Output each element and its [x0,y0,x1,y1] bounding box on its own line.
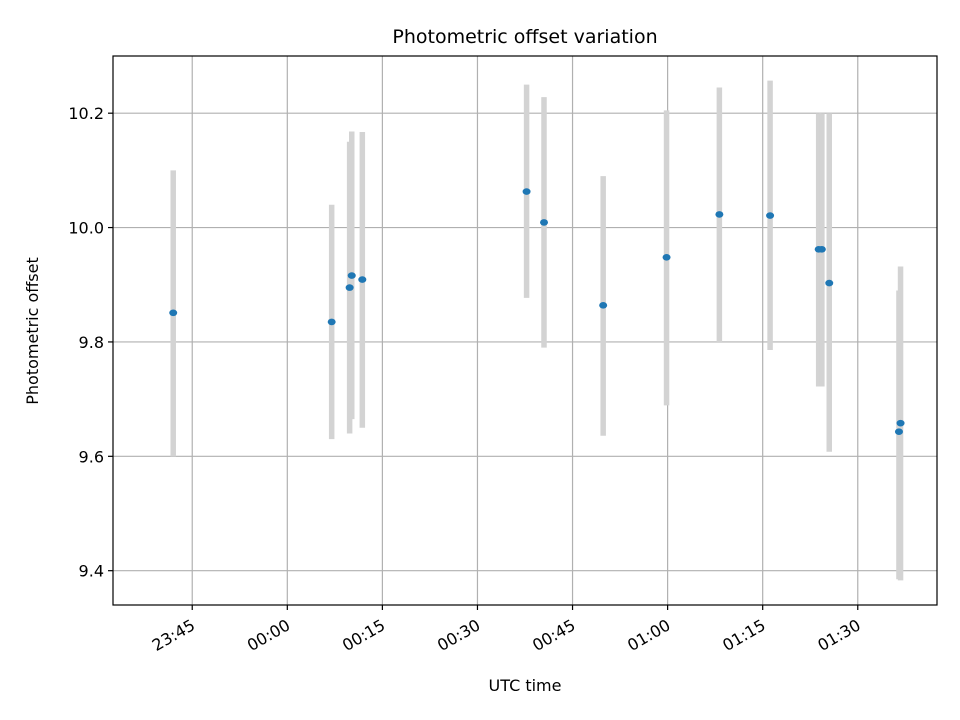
y-axis-label: Photometric offset [23,257,42,405]
data-point [662,253,671,261]
data-point [817,245,826,253]
data-point [347,272,356,279]
data-point [169,309,178,317]
data-point [345,284,354,291]
data-point [327,318,336,326]
data-point [522,188,531,195]
data-point [715,211,724,218]
data-point [766,212,775,219]
plot-frame [112,55,938,606]
y-tick-label: 9.4 [79,562,104,581]
y-tick-label: 10.0 [68,219,104,238]
data-point [896,419,905,427]
grid [113,56,937,605]
data-point [825,279,834,287]
chart-title: Photometric offset variation [392,26,657,48]
y-tick-label: 9.8 [79,333,104,352]
data-point [358,276,367,283]
y-tick-label: 10.2 [68,104,104,123]
data-point [540,219,549,226]
y-tick-label: 9.6 [79,447,104,466]
data-point [599,302,608,309]
y-axis: 9.4 9.6 9.8 10.0 10.2 [68,104,113,581]
x-axis-label: UTC time [489,676,562,695]
data-point [894,428,903,436]
data-points [169,188,905,436]
